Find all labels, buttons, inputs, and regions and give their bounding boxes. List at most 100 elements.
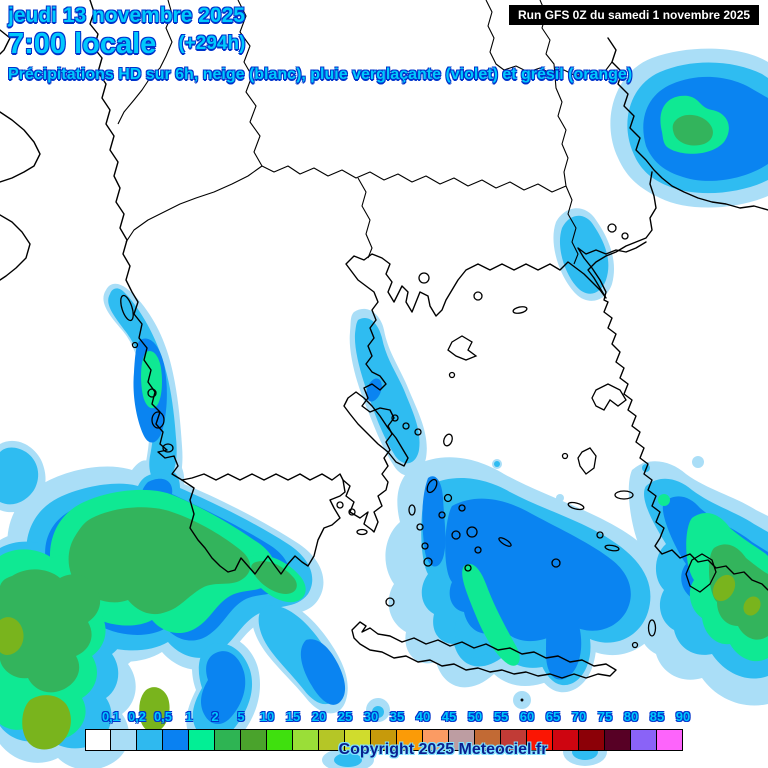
legend-swatch	[527, 729, 553, 751]
island-outline	[520, 698, 524, 702]
legend-swatch	[501, 729, 527, 751]
legend-labels: 0,1 0,2 0,5 1 2 5 10 15 20 25 30 35 40 45 50 55 60 65 70 75…	[0, 709, 768, 725]
legend-value: 0,1	[101, 709, 121, 724]
island-outline	[131, 341, 139, 349]
country-border	[125, 165, 263, 243]
island-outline	[443, 433, 453, 447]
legend-swatch	[423, 729, 449, 751]
island-outline	[596, 531, 604, 539]
legend-value: 60	[519, 709, 535, 724]
precip-area	[712, 574, 736, 602]
legend-value: 85	[649, 709, 665, 724]
legend-swatch	[475, 729, 501, 751]
island-outline	[418, 272, 430, 284]
island-outline	[426, 478, 438, 494]
coastline-italy	[0, 29, 11, 55]
island-outline	[498, 537, 512, 547]
island-outline	[336, 501, 344, 509]
island-outline	[591, 383, 627, 411]
island-outline	[647, 619, 657, 637]
legend-swatch	[163, 729, 189, 751]
island-outline	[621, 232, 629, 240]
precip-area	[68, 507, 251, 615]
island-outline	[577, 447, 597, 475]
island-outline	[631, 641, 639, 649]
legend-swatch	[579, 729, 605, 751]
island-outline	[685, 553, 717, 593]
legend-swatch	[241, 729, 267, 751]
island-outline	[567, 501, 585, 511]
island-outline	[443, 493, 453, 503]
country-border	[357, 177, 373, 259]
legend-swatch	[267, 729, 293, 751]
islands	[120, 223, 717, 702]
coastline-italy	[0, 111, 41, 183]
legend-value: 35	[389, 709, 405, 724]
island-outline	[385, 597, 395, 607]
precip-area	[708, 544, 768, 640]
country-border	[539, 0, 569, 187]
legend-value: 80	[623, 709, 639, 724]
model-run-label: Run GFS 0Z du samedi 1 novembre 2025	[509, 5, 760, 25]
legend-swatch	[293, 729, 319, 751]
legend-value: 5	[237, 709, 245, 724]
coastline-evia	[343, 391, 409, 467]
legend-value: 75	[597, 709, 613, 724]
legend-value: 20	[311, 709, 327, 724]
legend-value: 25	[337, 709, 353, 724]
precip-area	[658, 494, 670, 506]
coastline-turkey	[577, 241, 768, 591]
legend-swatch	[605, 729, 631, 751]
island-outline	[162, 443, 174, 453]
legend-value: 15	[285, 709, 301, 724]
precip-area	[743, 596, 761, 616]
precip-area	[422, 476, 446, 567]
precip-area	[494, 461, 500, 467]
coastline-crete	[351, 621, 617, 679]
map-subtitle: Précipitations HD sur 6h, neige (blanc),…	[8, 66, 633, 83]
island-outline	[416, 523, 424, 531]
island-outline	[451, 530, 461, 540]
legend-value: 0,2	[127, 709, 147, 724]
legend-value: 30	[363, 709, 379, 724]
precip-area	[141, 350, 162, 409]
legend-value: 2	[211, 709, 219, 724]
legend-swatch	[371, 729, 397, 751]
island-outline	[402, 422, 410, 430]
forecast-date: jeudi 13 novembre 2025	[8, 4, 245, 27]
island-outline	[614, 490, 634, 500]
legend-swatch	[189, 729, 215, 751]
precip-areas	[0, 48, 768, 768]
island-outline	[447, 335, 478, 361]
precip-area	[692, 456, 704, 468]
legend-swatch	[137, 729, 163, 751]
legend-value: 45	[441, 709, 457, 724]
legend-swatch	[215, 729, 241, 751]
legend-swatch	[553, 729, 579, 751]
island-outline	[561, 452, 569, 460]
precip-area	[139, 687, 170, 733]
precip-area	[0, 617, 24, 655]
precip-area	[0, 447, 39, 505]
legend-value: 55	[493, 709, 509, 724]
precip-area	[672, 114, 713, 146]
island-outline	[423, 557, 433, 567]
island-outline	[438, 511, 446, 519]
legend-swatch	[397, 729, 423, 751]
legend-value: 70	[571, 709, 587, 724]
island-outline	[458, 504, 466, 512]
island-outline	[604, 544, 620, 552]
island-outline	[551, 558, 561, 568]
country-border	[485, 0, 613, 79]
legend-value: 65	[545, 709, 561, 724]
legend-swatch	[111, 729, 137, 751]
legend-value: 50	[467, 709, 483, 724]
precip-area	[201, 651, 246, 725]
legend-value: 40	[415, 709, 431, 724]
coastline-italy	[0, 214, 31, 281]
legend-swatch	[345, 729, 371, 751]
island-outline	[474, 546, 482, 554]
legend-value: 0,5	[153, 709, 173, 724]
legend-swatch	[319, 729, 345, 751]
